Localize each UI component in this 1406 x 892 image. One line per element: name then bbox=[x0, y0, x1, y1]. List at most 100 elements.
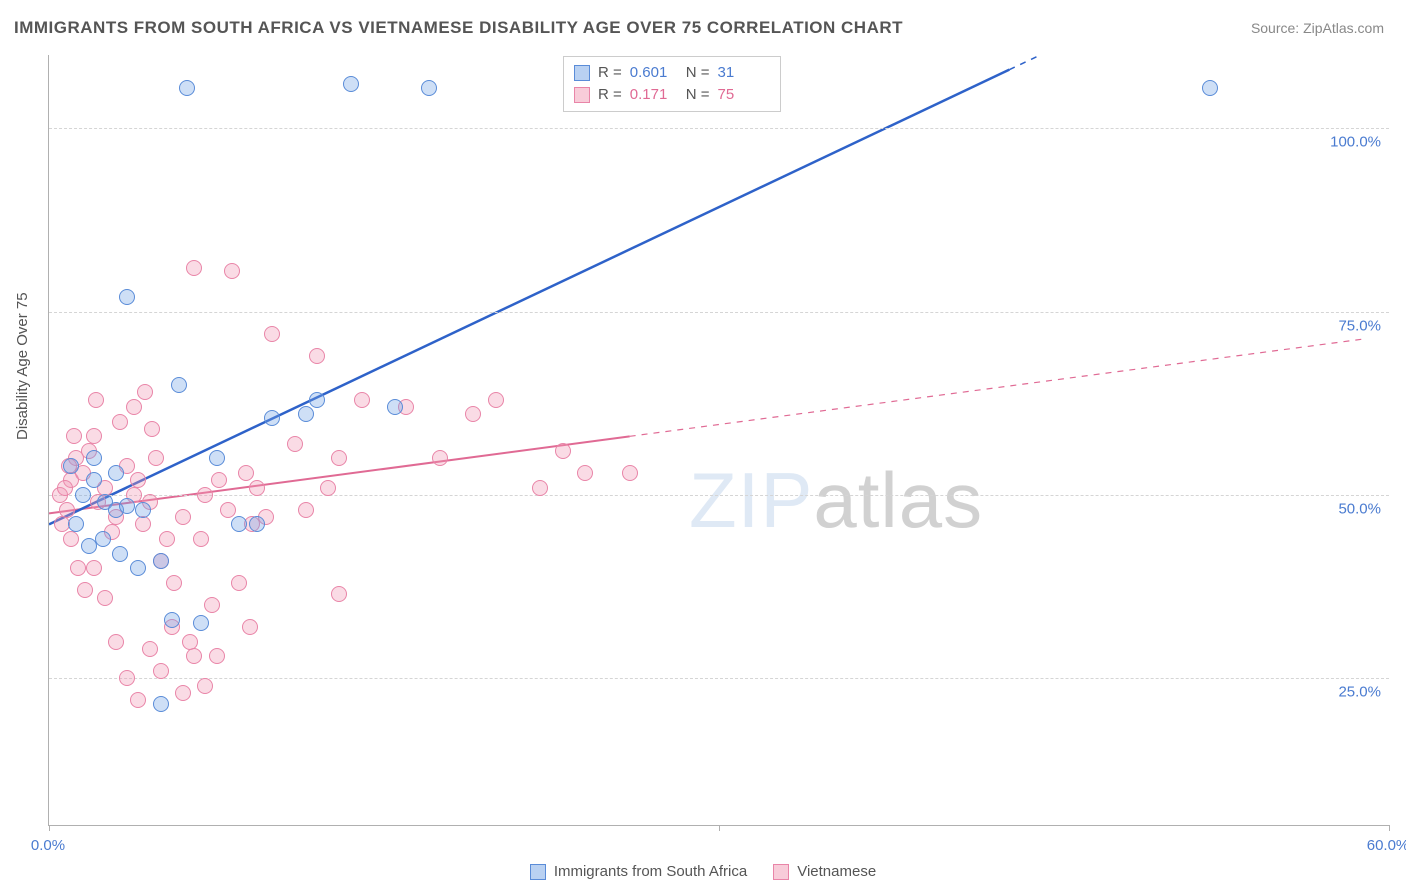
data-point bbox=[153, 663, 169, 679]
data-point bbox=[130, 692, 146, 708]
data-point bbox=[63, 531, 79, 547]
data-point bbox=[331, 586, 347, 602]
y-axis-label: Disability Age Over 75 bbox=[14, 292, 31, 440]
data-point bbox=[211, 472, 227, 488]
data-point bbox=[264, 410, 280, 426]
data-point bbox=[86, 560, 102, 576]
data-point bbox=[197, 487, 213, 503]
swatch-pink-icon bbox=[773, 864, 789, 880]
data-point bbox=[119, 498, 135, 514]
r-value-blue: 0.601 bbox=[630, 62, 678, 84]
data-point bbox=[242, 619, 258, 635]
data-point bbox=[220, 502, 236, 518]
x-tick-label: 0.0% bbox=[31, 837, 65, 854]
data-point bbox=[75, 487, 91, 503]
data-point bbox=[130, 560, 146, 576]
data-point bbox=[144, 421, 160, 437]
n-value-pink: 75 bbox=[718, 84, 766, 106]
data-point bbox=[186, 648, 202, 664]
data-point bbox=[264, 326, 280, 342]
data-point bbox=[193, 531, 209, 547]
data-point bbox=[231, 575, 247, 591]
legend-label-pink: Vietnamese bbox=[797, 863, 876, 880]
legend-item-pink: Vietnamese bbox=[773, 863, 876, 880]
data-point bbox=[193, 615, 209, 631]
data-point bbox=[126, 399, 142, 415]
regression-lines-svg bbox=[49, 55, 1389, 825]
data-point bbox=[532, 480, 548, 496]
gridline bbox=[49, 495, 1389, 496]
data-point bbox=[309, 348, 325, 364]
r-label: R = bbox=[598, 62, 622, 84]
data-point bbox=[57, 480, 73, 496]
data-point bbox=[354, 392, 370, 408]
data-point bbox=[70, 560, 86, 576]
data-point bbox=[249, 480, 265, 496]
y-tick-label: 25.0% bbox=[1338, 684, 1381, 701]
swatch-pink-icon bbox=[574, 87, 590, 103]
data-point bbox=[175, 685, 191, 701]
gridline bbox=[49, 128, 1389, 129]
x-tick bbox=[1389, 825, 1390, 831]
data-point bbox=[287, 436, 303, 452]
data-point bbox=[182, 634, 198, 650]
data-point bbox=[166, 575, 182, 591]
data-point bbox=[68, 516, 84, 532]
data-point bbox=[555, 443, 571, 459]
data-point bbox=[135, 516, 151, 532]
data-point bbox=[59, 502, 75, 518]
data-point bbox=[95, 531, 111, 547]
chart-title: IMMIGRANTS FROM SOUTH AFRICA VS VIETNAME… bbox=[14, 18, 903, 38]
data-point bbox=[331, 450, 347, 466]
source-attribution: Source: ZipAtlas.com bbox=[1251, 20, 1384, 36]
data-point bbox=[209, 648, 225, 664]
data-point bbox=[86, 450, 102, 466]
r-label: R = bbox=[598, 84, 622, 106]
n-label: N = bbox=[686, 84, 710, 106]
data-point bbox=[298, 502, 314, 518]
data-point bbox=[66, 428, 82, 444]
y-tick-label: 75.0% bbox=[1338, 317, 1381, 334]
data-point bbox=[153, 696, 169, 712]
stats-row-pink: R = 0.171 N = 75 bbox=[574, 84, 766, 106]
data-point bbox=[577, 465, 593, 481]
watermark: ZIPatlas bbox=[689, 455, 983, 546]
data-point bbox=[88, 392, 104, 408]
data-point bbox=[108, 465, 124, 481]
data-point bbox=[175, 509, 191, 525]
data-point bbox=[77, 582, 93, 598]
data-point bbox=[164, 612, 180, 628]
data-point bbox=[112, 546, 128, 562]
data-point bbox=[209, 450, 225, 466]
plot-area: ZIPatlas 25.0% 50.0% 75.0% 100.0% bbox=[48, 55, 1389, 826]
gridline bbox=[49, 312, 1389, 313]
bottom-legend: Immigrants from South Africa Vietnamese bbox=[0, 863, 1406, 880]
data-point bbox=[309, 392, 325, 408]
data-point bbox=[142, 641, 158, 657]
data-point bbox=[432, 450, 448, 466]
data-point bbox=[343, 76, 359, 92]
y-tick-label: 100.0% bbox=[1330, 134, 1381, 151]
data-point bbox=[130, 472, 146, 488]
data-point bbox=[298, 406, 314, 422]
data-point bbox=[153, 553, 169, 569]
data-point bbox=[148, 450, 164, 466]
x-tick-label: 60.0% bbox=[1367, 837, 1406, 854]
swatch-blue-icon bbox=[574, 65, 590, 81]
data-point bbox=[171, 377, 187, 393]
data-point bbox=[137, 384, 153, 400]
data-point bbox=[224, 263, 240, 279]
n-value-blue: 31 bbox=[718, 62, 766, 84]
watermark-zip: ZIP bbox=[689, 456, 813, 544]
data-point bbox=[387, 399, 403, 415]
data-point bbox=[465, 406, 481, 422]
data-point bbox=[97, 590, 113, 606]
data-point bbox=[231, 516, 247, 532]
data-point bbox=[86, 472, 102, 488]
stats-row-blue: R = 0.601 N = 31 bbox=[574, 62, 766, 84]
r-value-pink: 0.171 bbox=[630, 84, 678, 106]
swatch-blue-icon bbox=[530, 864, 546, 880]
gridline bbox=[49, 678, 1389, 679]
data-point bbox=[197, 678, 213, 694]
y-tick-label: 50.0% bbox=[1338, 501, 1381, 518]
